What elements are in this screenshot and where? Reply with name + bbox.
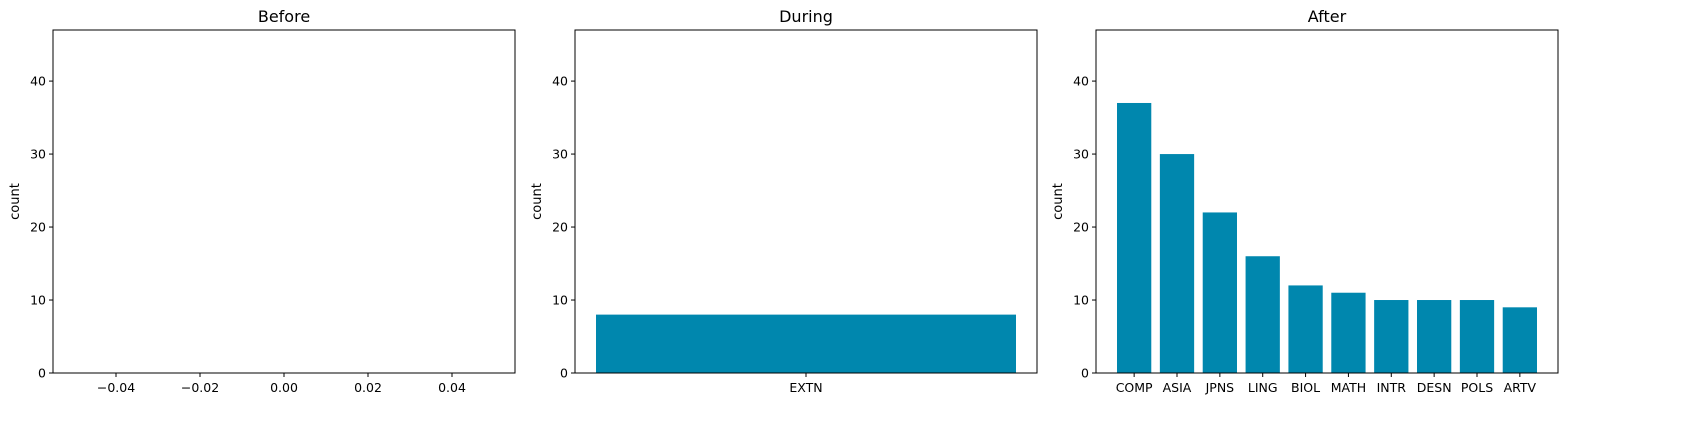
bar-ling [1245,256,1280,373]
y-tick-label: 30 [1073,147,1089,162]
x-tick-label: MATH [1331,380,1366,395]
y-tick-label: 10 [1073,293,1089,308]
x-tick-label: BIOL [1291,380,1320,395]
y-axis-label: count [530,183,545,220]
y-tick-label: 20 [30,220,46,235]
chart-panel-after: After count 0 10 20 30 40 COMP ASIA JPNS LING BIOL M… [1051,7,1559,395]
y-tick-label: 0 [38,366,46,381]
chart-panel-before: Before count 0 10 20 30 40 −0.04 −0.02 0.00 0.02 0.… [8,7,516,395]
chart-title: During [779,7,833,26]
plot-frame [52,29,516,374]
x-tick-label: EXTN [789,380,822,395]
x-tick-label: INTR [1377,380,1407,395]
x-tick-label: COMP [1116,380,1153,395]
x-tick-label: ASIA [1163,380,1192,395]
y-tick-label: 0 [560,366,568,381]
bar-intr [1374,300,1409,373]
y-tick-label: 10 [30,293,46,308]
y-tick-label: 40 [1073,74,1089,89]
x-tick-label: JPNS [1205,380,1235,395]
x-tick-label: 0.04 [438,380,466,395]
bar-biol [1288,285,1323,373]
x-tick-label: 0.02 [354,380,382,395]
bar-asia [1159,154,1195,373]
x-tick-label: ARTV [1504,380,1537,395]
plot-frame [1095,29,1559,374]
y-axis-label: count [1051,183,1066,220]
plot-frame [574,29,1038,374]
y-tick-label: 10 [552,293,568,308]
chart-title: Before [258,7,310,26]
y-tick-label: 40 [30,74,46,89]
bar-pols [1459,300,1495,373]
y-tick-label: 30 [552,147,568,162]
y-tick-label: 20 [1073,220,1089,235]
bar-extn [596,314,1016,373]
y-axis-label: count [8,183,23,220]
x-tick-label: −0.02 [181,380,219,395]
x-tick-label: −0.04 [97,380,135,395]
chart-title: After [1308,7,1347,26]
bar-comp [1117,102,1152,373]
y-tick-label: 40 [552,74,568,89]
x-tick-label: 0.00 [270,380,298,395]
bar-artv [1502,307,1537,373]
x-tick-label: LING [1248,380,1278,395]
x-tick-label: POLS [1461,380,1493,395]
bar-jpns [1202,212,1237,373]
y-tick-label: 20 [552,220,568,235]
chart-panel-during: During count 0 10 20 30 40 EXTN [530,7,1038,395]
y-tick-label: 0 [1081,366,1089,381]
y-tick-label: 30 [30,147,46,162]
x-tick-label: DESN [1417,380,1452,395]
bar-math [1331,292,1366,373]
bar-desn [1417,300,1452,373]
